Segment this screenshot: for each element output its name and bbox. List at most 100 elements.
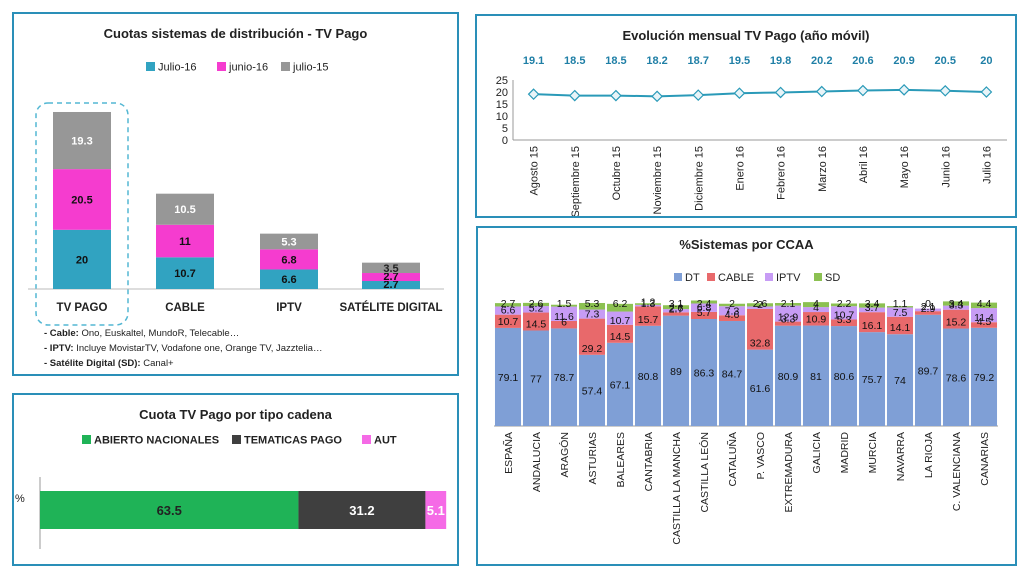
legend-label-julio-16: Julio-16 xyxy=(158,62,197,74)
label-extremadura-iptv: 12.9 xyxy=(778,312,799,324)
legend-swatch-junio-16 xyxy=(217,62,226,71)
label-cantabria-sd: 1.3 xyxy=(641,298,656,310)
label-sat-lite-digital-julio-16: 2.7 xyxy=(383,279,398,291)
bar-murcia-cable xyxy=(858,312,886,333)
bar-c-valenciana-dt xyxy=(942,328,970,426)
label-espa-a-dt: 79.1 xyxy=(498,372,519,384)
label-asturias-cable: 29.2 xyxy=(582,343,603,355)
label-castilla-la-mancha-iptv: 2.6 xyxy=(669,302,684,314)
label-iptv-julio-16: 6.6 xyxy=(281,274,296,286)
bar-sat-lite-digital-julio-16 xyxy=(362,281,420,289)
bar-tv-pago-julio-16 xyxy=(53,229,111,289)
bar-catalu-a-sd xyxy=(718,303,746,307)
label-sat-lite-digital-junio-16: 2.7 xyxy=(383,271,398,283)
label-la-rioja-dt: 89.7 xyxy=(918,365,939,377)
bar-iptv-junio-16 xyxy=(260,249,318,270)
label-madrid-dt: 80.6 xyxy=(834,371,855,383)
value-label-septiembre-15: 18.5 xyxy=(564,55,585,67)
bar-castilla-le-n-dt xyxy=(690,318,718,426)
y-tick-15: 15 xyxy=(496,99,508,111)
point-enero-16 xyxy=(733,87,746,100)
label-c-valenciana-sd: 3.4 xyxy=(949,298,964,310)
x-tick-marzo-16: Marzo 16 xyxy=(817,146,829,192)
label-tematicas-pago: 31.2 xyxy=(349,503,374,518)
label-murcia-sd: 3.4 xyxy=(865,298,880,310)
value-label-diciembre-15: 18.7 xyxy=(688,55,709,67)
bar-castilla-le-n-iptv xyxy=(690,303,718,312)
value-label-noviembre-15: 18.2 xyxy=(646,55,667,67)
bar-abierto-nacionales xyxy=(40,491,299,529)
x-tick-agosto-15: Agosto 15 xyxy=(529,146,541,196)
bar-castilla-la-mancha-dt xyxy=(662,315,690,426)
bar-galicia-dt xyxy=(802,325,830,426)
x-tick-septiembre-15: Septiembre 15 xyxy=(570,146,582,216)
label-iptv-julio-15: 5.3 xyxy=(281,236,296,248)
bar-asturias-cable xyxy=(578,318,606,355)
legend-swatch-iptv xyxy=(765,273,773,281)
point-noviembre-15 xyxy=(651,90,663,103)
label-murcia-iptv: 3.7 xyxy=(865,302,880,314)
point-febrero-16 xyxy=(774,86,787,99)
label-extremadura-dt: 80.9 xyxy=(778,371,799,383)
bar-p-vasco-iptv xyxy=(746,306,774,309)
label-canarias-iptv: 11.4 xyxy=(974,312,994,324)
point-mayo-16 xyxy=(898,83,910,96)
label-catalu-a-dt: 84.7 xyxy=(722,368,743,380)
label-castilla-la-mancha-cable: 2.7 xyxy=(669,304,684,316)
point-octubre-15 xyxy=(610,89,622,102)
x-tick-enero-16: Enero 16 xyxy=(734,146,746,191)
bar-asturias-sd xyxy=(578,302,606,310)
category-sat-lite-digital: SATÉLITE DIGITAL xyxy=(339,301,442,314)
distribution-share-title: Cuotas sistemas de distribución - TV Pag… xyxy=(103,26,368,41)
bar-arag-n-iptv xyxy=(550,306,578,321)
channel-type-chart: ABIERTO NACIONALES TEMATICAS PAGO AUT% 63.5… xyxy=(15,435,447,549)
label-extremadura-sd: 2.1 xyxy=(781,298,796,310)
bar-arag-n-cable xyxy=(550,320,578,329)
bar-arag-n-sd xyxy=(550,304,578,307)
legend-label-tematicas-pago: TEMATICAS PAGO xyxy=(244,435,342,447)
legend-label-junio-16: junio-16 xyxy=(228,62,268,74)
point-julio-16 xyxy=(980,86,993,98)
bar-c-valenciana-sd xyxy=(942,301,970,306)
bar-iptv-julio-16 xyxy=(260,269,318,289)
bar-sat-lite-digital-julio-15 xyxy=(362,262,420,274)
bar-madrid-cable xyxy=(830,319,858,327)
legend-swatch-dt xyxy=(674,273,682,281)
label-andalucia-iptv: 5.2 xyxy=(529,303,544,315)
label-extremadura-cable: 3.3 xyxy=(781,314,796,326)
x-tick-julio-16: Julio 16 xyxy=(981,146,993,184)
bar-canarias-cable xyxy=(970,322,998,328)
category-castilla-la-mancha: CASTILLA LA MANCHA xyxy=(671,432,683,545)
bar-andalucia-sd xyxy=(522,302,550,307)
label-baleares-cable: 14.5 xyxy=(610,331,631,343)
category-andalucia: ANDALUCIA xyxy=(531,432,543,492)
y-tick-10: 10 xyxy=(496,111,508,123)
label-castilla-le-n-iptv: 6.8 xyxy=(697,302,712,314)
label-catalu-a-sd: 2 xyxy=(729,298,735,310)
bar-murcia-dt xyxy=(858,332,886,426)
point-abril-16 xyxy=(857,84,869,97)
bar-extremadura-dt xyxy=(774,325,802,426)
legend-swatch-julio-15 xyxy=(281,62,290,71)
label-cable-julio-15: 10.5 xyxy=(174,204,195,216)
category-canarias: CANARIAS xyxy=(979,432,991,486)
label-navarra-dt: 74 xyxy=(894,375,906,387)
legend-label-sd: SD xyxy=(825,272,840,284)
bar-la-rioja-iptv xyxy=(914,308,942,312)
bar-tematicas-pago xyxy=(298,491,426,529)
bar-p-vasco-cable xyxy=(746,308,774,350)
note-iptv: - IPTV: Incluye MovistarTV, Vodafone one… xyxy=(44,343,323,354)
bar-castilla-la-mancha-iptv xyxy=(662,309,690,313)
label-andalucia-sd: 2.6 xyxy=(529,298,544,310)
point-agosto-15 xyxy=(527,88,540,101)
label-murcia-dt: 75.7 xyxy=(862,374,883,386)
bar-madrid-dt xyxy=(830,326,858,426)
distribution-notes: - Cable: Ono, Euskaltel, MundoR, Telecab… xyxy=(44,326,322,371)
bar-extremadura-cable xyxy=(774,321,802,326)
x-tick-febrero-16: Febrero 16 xyxy=(776,146,788,200)
bar-navarra-sd xyxy=(886,306,914,308)
bar-castilla-la-mancha-sd xyxy=(662,305,690,310)
legend-label-iptv: IPTV xyxy=(776,272,801,284)
label-aut: 5.1 xyxy=(427,503,445,518)
